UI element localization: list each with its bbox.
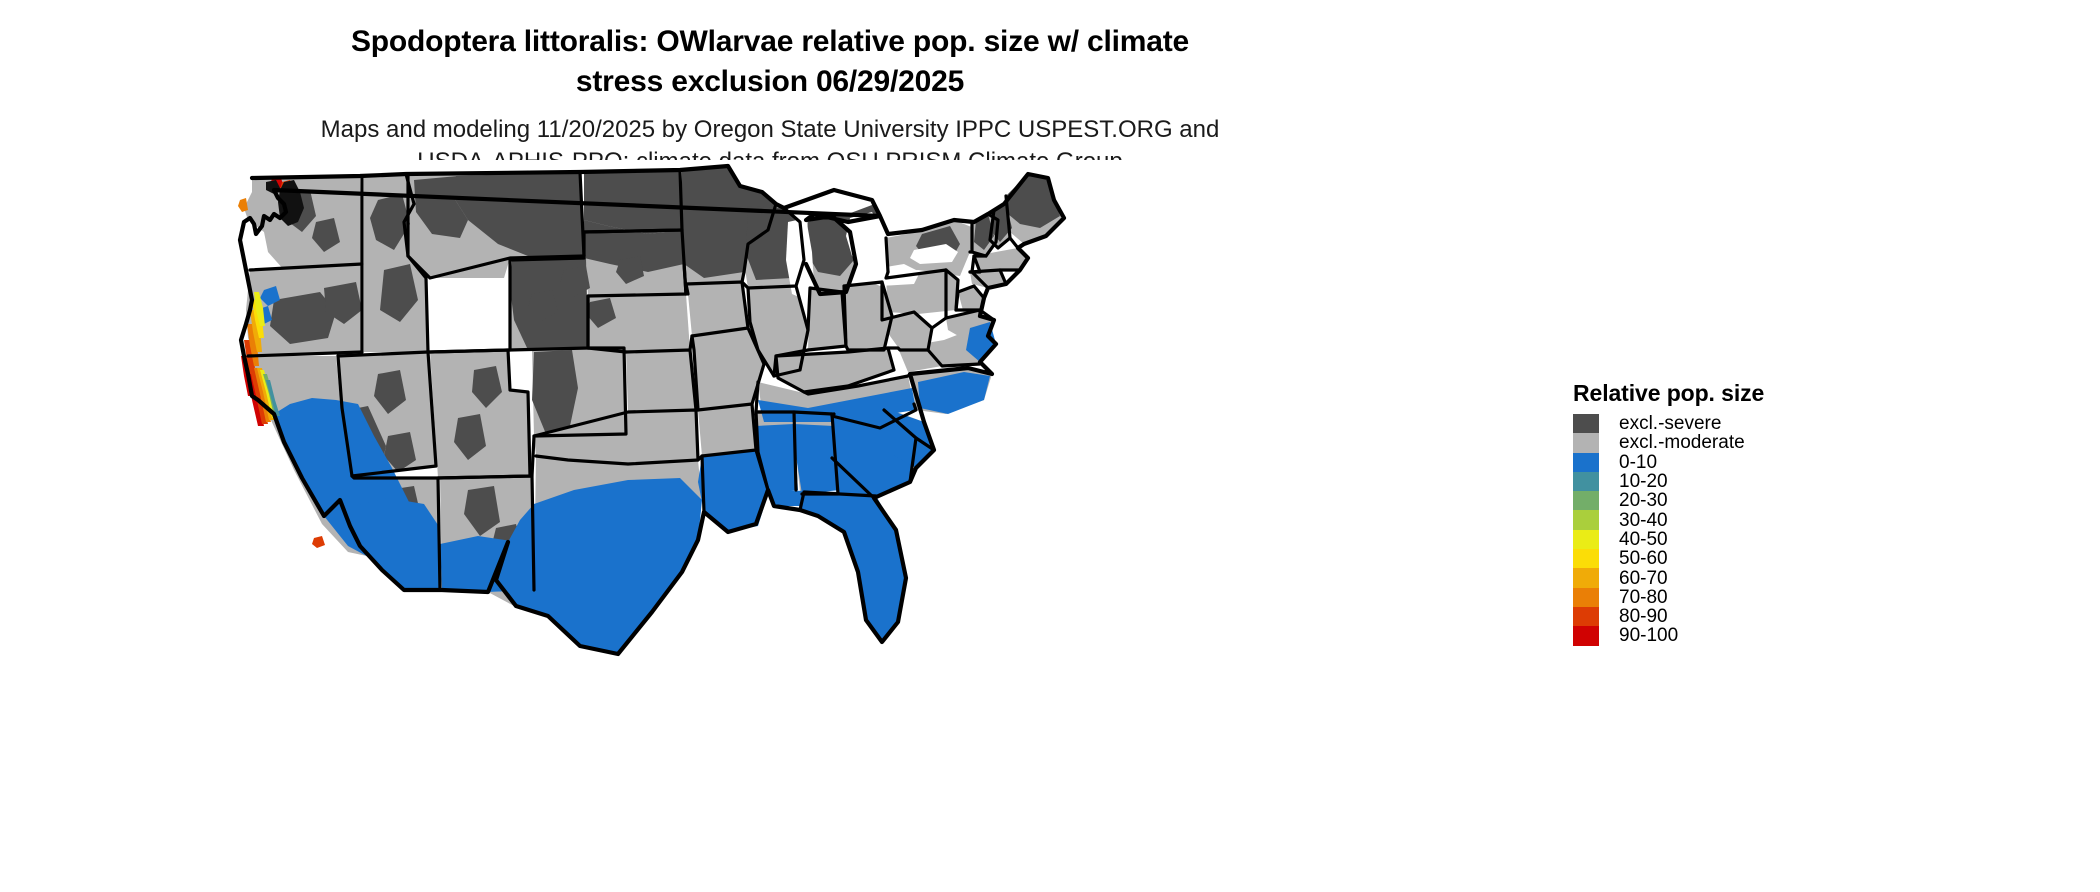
ca-strip-10-20 [266, 380, 280, 416]
legend-label: 10-20 [1619, 471, 1668, 493]
legend-label: 90-100 [1619, 625, 1679, 647]
puget-70-80 [238, 198, 248, 212]
legend-label: excl.-moderate [1619, 432, 1745, 454]
legend-label: 60-70 [1619, 567, 1668, 589]
legend-row: 50-60 [1573, 548, 1953, 570]
figure-header: Spodoptera littoralis: OWlarvae relative… [0, 0, 1540, 178]
legend-label: 30-40 [1619, 509, 1668, 531]
legend-row: 40-50 [1573, 528, 1953, 550]
legend-row: 60-70 [1573, 567, 1953, 589]
legend-color-swatch [1573, 549, 1599, 569]
legend: Relative pop. size excl.-severe excl.-mod… [1573, 380, 1953, 646]
legend-label: excl.-severe [1619, 413, 1722, 435]
strip-60-70 [250, 310, 262, 352]
legend-label: 80-90 [1619, 606, 1668, 628]
legend-row: excl.-moderate [1573, 432, 1953, 454]
title-line-1: Spodoptera littoralis: OWlarvae relative… [350, 25, 1190, 58]
legend-color-swatch [1573, 529, 1599, 550]
strip-50-60 [252, 300, 264, 338]
legend-color-swatch [1573, 626, 1599, 646]
legend-color-swatch [1573, 471, 1599, 492]
subtitle-line-1: Maps and modeling 11/20/2025 by Oregon S… [320, 116, 1220, 144]
conus-layer [237, 163, 1067, 657]
legend-items: excl.-severe excl.-moderate 0-10 10-20 20-30… [1573, 414, 1953, 646]
strip-40-50 [254, 292, 265, 326]
us-choropleth-map [228, 160, 1228, 660]
legend-color-swatch [1573, 587, 1599, 607]
legend-label: 40-50 [1619, 528, 1668, 550]
national-outline [237, 163, 1067, 657]
legend-color-swatch [1573, 452, 1599, 472]
legend-label: 0-10 [1619, 451, 1658, 473]
legend-label: 50-60 [1619, 548, 1668, 570]
map-svg [228, 160, 1228, 660]
legend-color-swatch [1573, 491, 1599, 511]
legend-row: 30-40 [1573, 509, 1953, 531]
legend-row: excl.-severe [1573, 413, 1953, 435]
legend-row: 20-30 [1573, 490, 1953, 512]
legend-row: 90-100 [1573, 625, 1953, 647]
legend-label: 70-80 [1619, 586, 1668, 608]
state-borders [237, 163, 1067, 657]
legend-row: 70-80 [1573, 586, 1953, 608]
legend-row: 80-90 [1573, 606, 1953, 628]
legend-row: 0-10 [1573, 451, 1953, 473]
legend-color-swatch [1573, 433, 1599, 453]
legend-label: 20-30 [1619, 490, 1668, 512]
legend-color-swatch [1573, 568, 1599, 588]
page-title: Spodoptera littoralis: OWlarvae relative… [0, 0, 1540, 101]
socal-hot-fleck [312, 536, 325, 548]
legend-row: 10-20 [1573, 471, 1953, 493]
legend-title: Relative pop. size [1573, 380, 1765, 406]
title-line-2: stress exclusion 06/29/2025 [575, 64, 965, 98]
ca-strip-80-90 [250, 370, 268, 424]
legend-color-swatch [1573, 510, 1599, 530]
legend-color-swatch [1573, 606, 1599, 627]
legend-color-swatch [1573, 414, 1599, 434]
